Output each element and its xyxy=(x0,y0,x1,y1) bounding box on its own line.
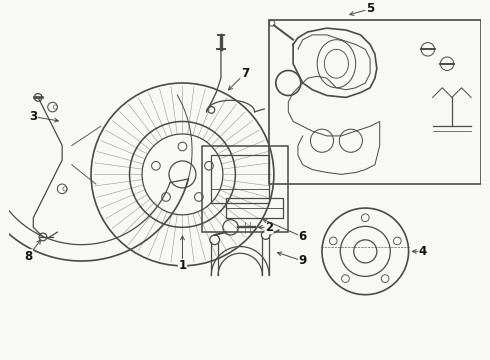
Text: 5: 5 xyxy=(366,3,374,15)
Text: 6: 6 xyxy=(298,230,307,243)
Text: 4: 4 xyxy=(419,245,427,258)
Bar xyxy=(211,155,269,203)
Bar xyxy=(202,145,288,232)
Text: 3: 3 xyxy=(29,110,37,123)
Text: 8: 8 xyxy=(24,250,33,263)
Text: 7: 7 xyxy=(241,67,249,80)
Text: 1: 1 xyxy=(178,259,187,272)
Bar xyxy=(269,21,481,184)
Text: 9: 9 xyxy=(298,255,307,267)
Text: 2: 2 xyxy=(265,221,273,234)
